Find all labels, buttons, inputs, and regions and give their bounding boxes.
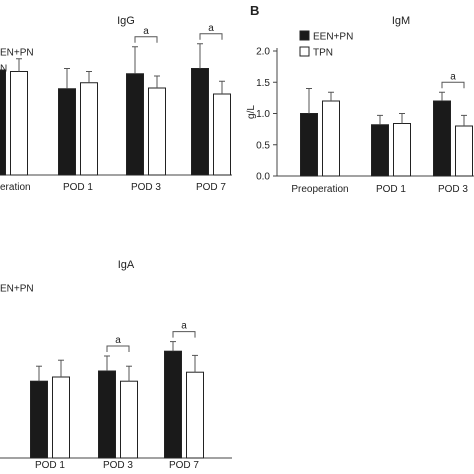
y-tick-label: 0.5 [256, 140, 270, 151]
bar-tpn-preoperation [10, 71, 28, 176]
significance-bracket [106, 345, 130, 352]
bar-eenpn-pod1 [371, 124, 389, 177]
significance-label: a [181, 321, 187, 332]
bar-eenpn-pod7 [191, 68, 209, 176]
bar-eenpn-preoperation [0, 69, 6, 176]
significance-bracket [441, 81, 465, 89]
panel-label: B [250, 3, 259, 18]
bar-tpn-pod7 [186, 371, 204, 459]
x-tick-label: POD 7 [196, 182, 226, 193]
y-tick-label: 1.5 [256, 78, 270, 89]
legend-swatch [299, 30, 310, 41]
x-tick-label: POD 1 [35, 460, 65, 471]
chart-title-igg: IgG [117, 15, 135, 27]
bar-eenpn-preoperation [300, 113, 318, 177]
bar-tpn-pod3 [120, 380, 138, 459]
x-tick-label: POD 3 [438, 184, 468, 195]
bar-tpn-pod1 [52, 376, 70, 459]
bar-eenpn-pod3 [98, 370, 116, 459]
bar-tpn-pod1 [80, 82, 98, 176]
bar-tpn-pod7 [213, 93, 231, 176]
significance-label: a [115, 335, 121, 346]
chart-title-iga: IgA [118, 259, 135, 271]
legend-swatch [299, 46, 310, 57]
chart-title-igm: IgM [392, 15, 410, 27]
y-axis-label: g/L [246, 105, 257, 119]
y-tick-label: 1.0 [256, 109, 270, 120]
legend-label: EEN+PN [313, 32, 353, 43]
y-tick-label: 0.0 [256, 172, 270, 183]
legend-label: TPN [313, 48, 333, 59]
significance-bracket [199, 33, 223, 40]
x-tick-label: Preoperation [291, 184, 348, 195]
x-tick-label: POD 1 [63, 182, 93, 193]
bar-tpn-pod3 [148, 87, 166, 176]
significance-bracket [134, 36, 158, 43]
significance-label: a [450, 71, 456, 82]
bar-eenpn-pod1 [58, 88, 76, 176]
x-tick-label: POD 1 [376, 184, 406, 195]
bar-eenpn-pod3 [433, 100, 451, 177]
x-tick-label: POD 3 [103, 460, 133, 471]
x-tick-label: eration [0, 182, 31, 193]
x-tick-label: POD 3 [131, 182, 161, 193]
bar-eenpn-pod7 [164, 350, 182, 459]
bar-eenpn-pod3 [126, 73, 144, 176]
significance-label: a [143, 26, 149, 37]
y-tick-label: 2.0 [256, 47, 270, 58]
significance-label: a [208, 23, 214, 34]
legend-label: N [0, 64, 7, 75]
bar-tpn-pod3 [455, 125, 473, 177]
bar-eenpn-pod1 [30, 380, 48, 459]
x-tick-label: POD 7 [169, 460, 199, 471]
bar-tpn-pod1 [393, 123, 411, 177]
significance-bracket [172, 331, 196, 338]
bar-tpn-preoperation [322, 100, 340, 177]
legend-label: EN+PN [0, 284, 34, 295]
legend-label: EN+PN [0, 48, 34, 59]
